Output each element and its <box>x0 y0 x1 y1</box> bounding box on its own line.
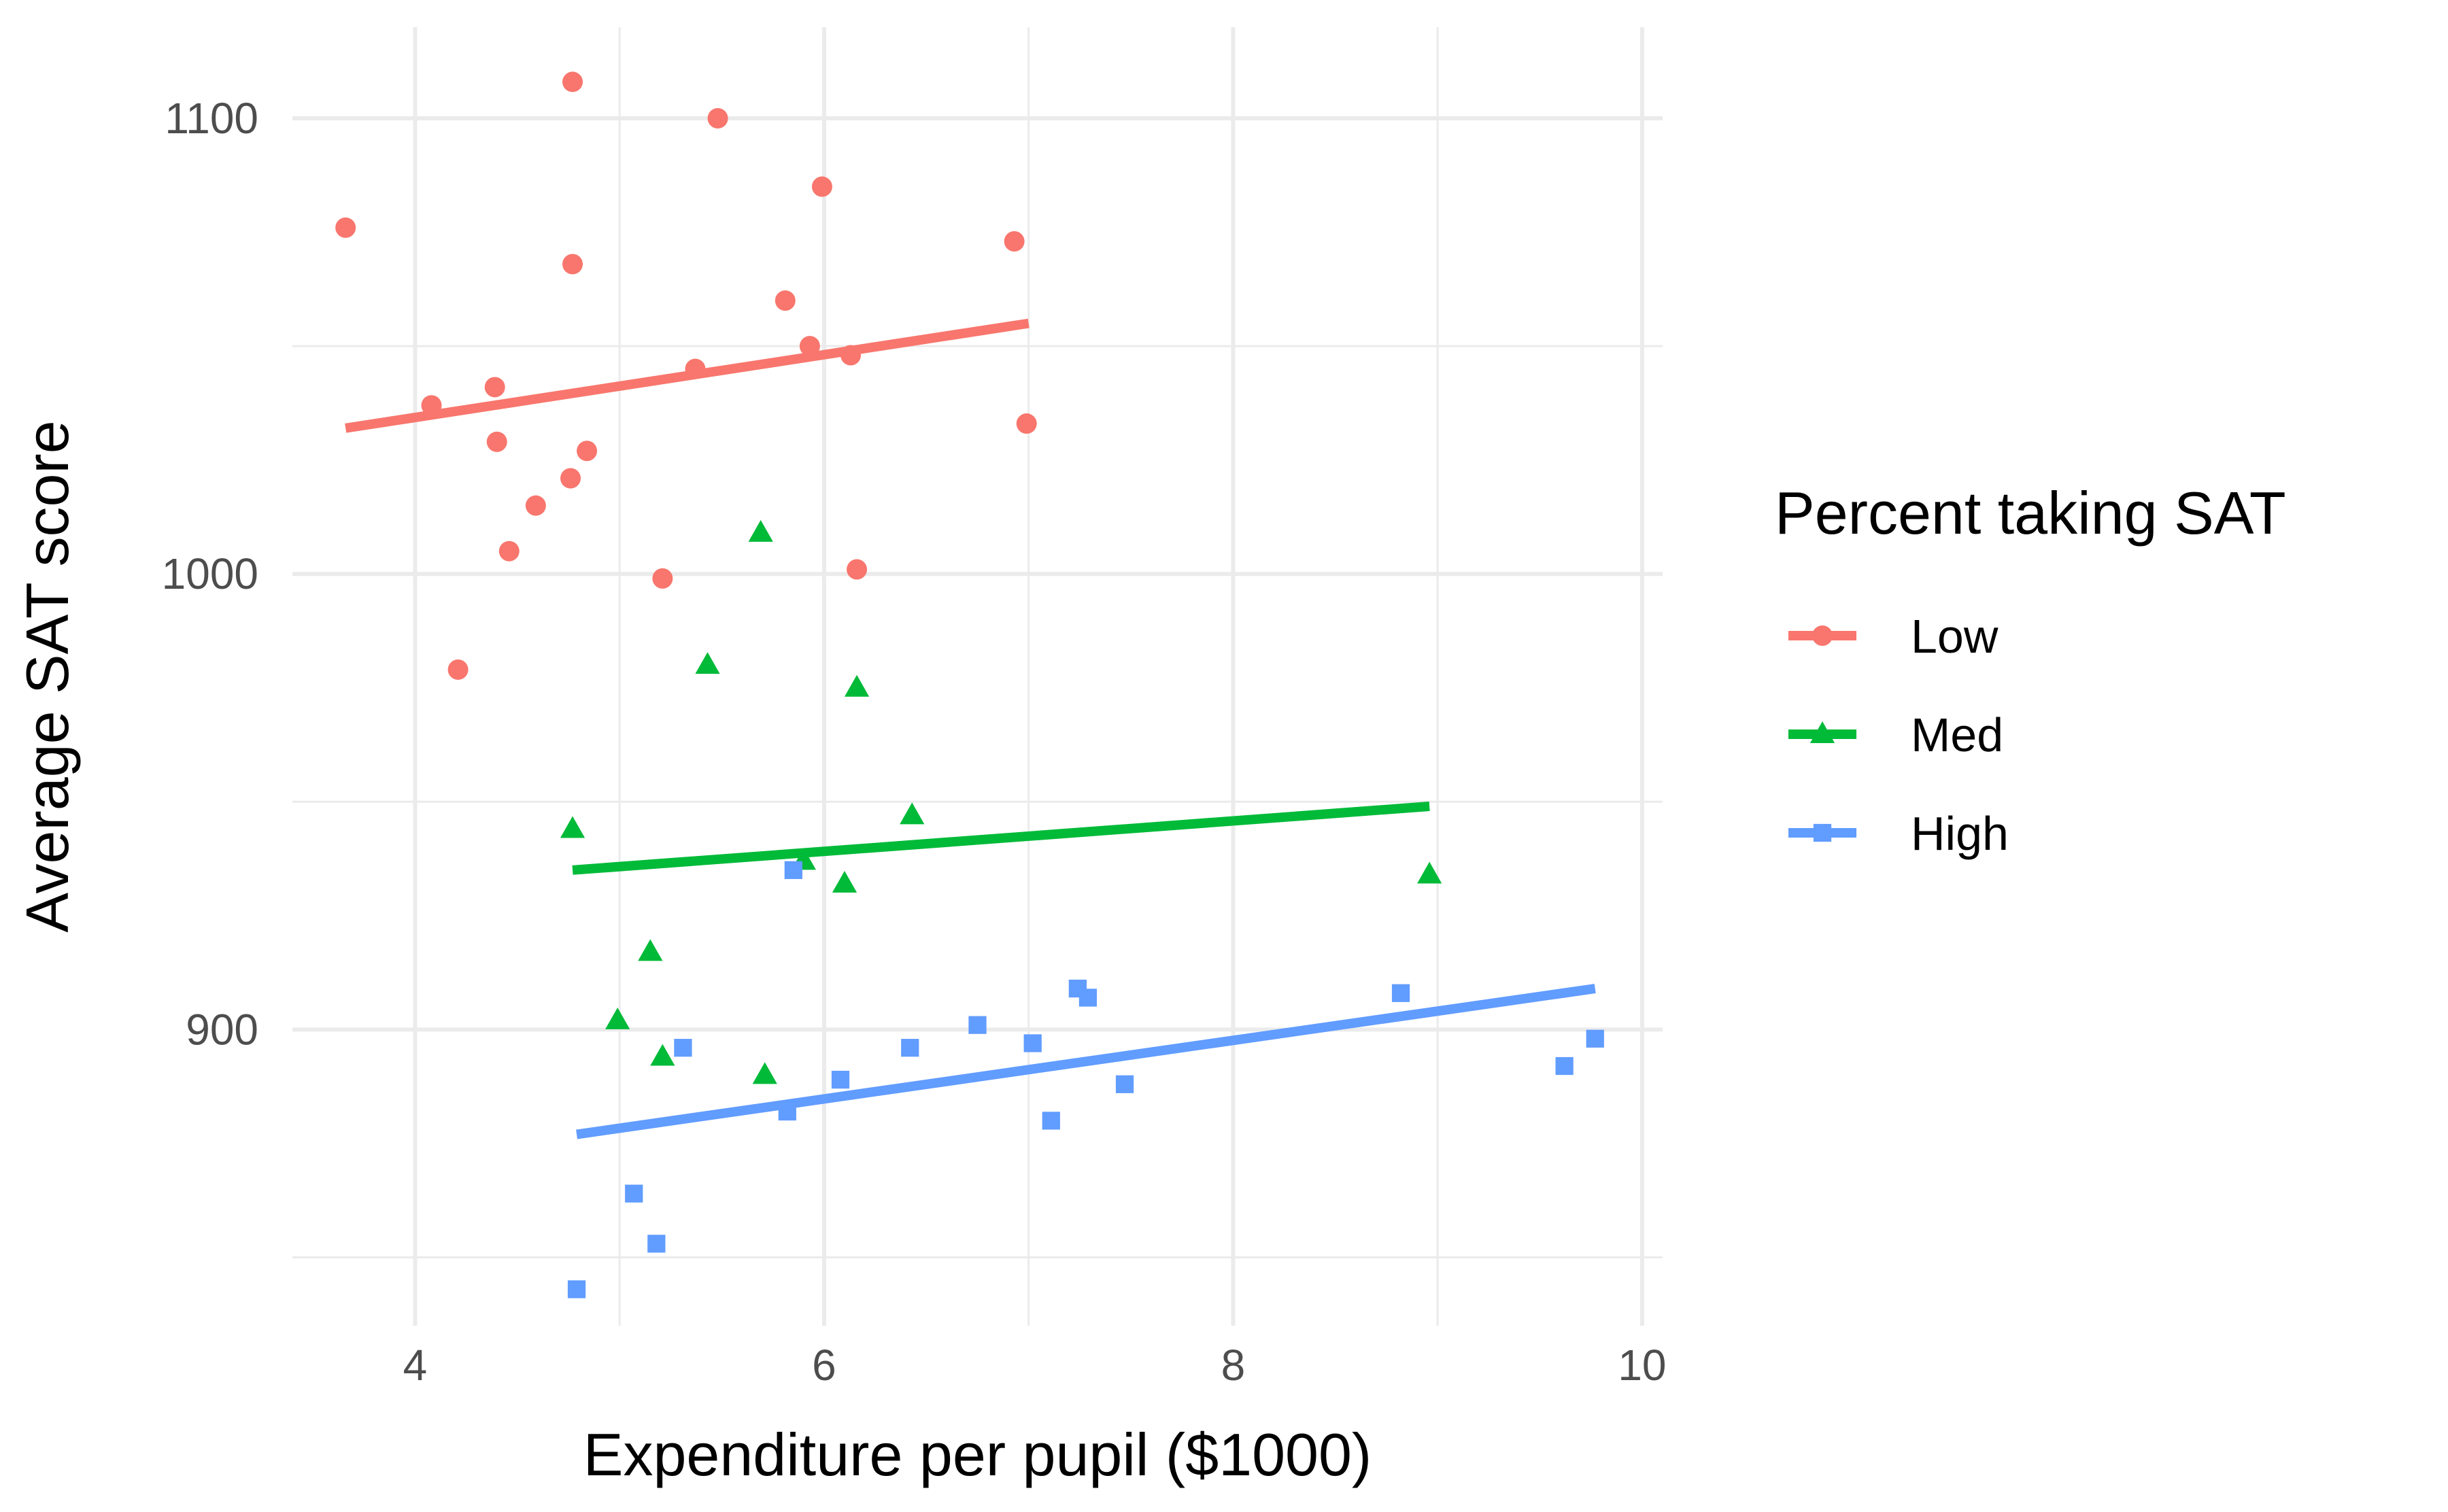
data-point-high <box>1042 1112 1060 1130</box>
data-point-low <box>652 568 673 589</box>
x-axis-title: Expenditure per pupil ($1000) <box>583 1421 1372 1488</box>
data-point-med <box>752 1062 777 1084</box>
data-point-med <box>638 939 663 961</box>
data-point-high <box>831 1070 850 1089</box>
data-point-low <box>525 495 546 516</box>
data-point-high <box>968 1016 987 1034</box>
legend-title: Percent taking SAT <box>1775 479 2286 547</box>
fit-line-low <box>345 318 1030 433</box>
data-point-low <box>840 345 862 366</box>
legend-label-med: Med <box>1911 708 2003 761</box>
legend-key-marker-med <box>1809 721 1835 743</box>
data-point-high <box>625 1184 643 1203</box>
fit-line-high <box>576 984 1596 1139</box>
y-tick-label: 900 <box>186 1005 258 1054</box>
data-point-high <box>1023 1034 1042 1052</box>
data-point-med <box>832 870 857 893</box>
data-point-high <box>567 1280 586 1299</box>
y-axis-title: Average SAT score <box>14 420 81 932</box>
data-point-low <box>1016 413 1037 434</box>
point-layer <box>335 71 1604 1299</box>
data-point-high <box>784 861 802 879</box>
data-point-high <box>1555 1056 1574 1076</box>
data-point-low <box>1004 230 1025 252</box>
data-point-high <box>1391 984 1410 1002</box>
legend-label-high: High <box>1911 807 2009 860</box>
data-point-low <box>685 358 706 379</box>
data-point-low <box>799 336 820 357</box>
data-point-low <box>447 659 469 680</box>
data-point-low <box>484 377 505 398</box>
legend: Percent taking SAT Low Med High <box>1775 479 2286 860</box>
data-point-med <box>650 1044 675 1066</box>
data-point-low <box>847 559 868 580</box>
data-point-high <box>778 1102 796 1121</box>
data-point-med <box>695 652 720 674</box>
data-point-low <box>811 176 832 197</box>
x-tick-label: 8 <box>1221 1341 1246 1390</box>
data-point-high <box>647 1235 666 1253</box>
data-point-med <box>1417 861 1442 884</box>
fit-line-med <box>572 802 1430 875</box>
data-point-med <box>844 674 870 697</box>
data-point-med <box>900 802 925 825</box>
data-point-low <box>560 468 581 489</box>
data-point-low <box>421 395 442 416</box>
data-point-low <box>562 254 583 275</box>
data-point-high <box>1586 1029 1604 1048</box>
data-point-low <box>486 431 507 452</box>
data-point-low <box>775 290 796 311</box>
data-point-high <box>901 1039 919 1057</box>
data-point-low <box>577 441 598 462</box>
y-tick-label: 1000 <box>162 549 258 598</box>
data-point-low <box>498 540 520 562</box>
y-tick-label: 1100 <box>165 94 258 143</box>
data-point-low <box>707 108 728 129</box>
data-point-med <box>605 1008 630 1029</box>
data-point-high <box>1078 989 1098 1007</box>
data-point-low <box>335 217 356 238</box>
data-point-low <box>562 71 583 92</box>
x-tick-label: 10 <box>1618 1341 1666 1390</box>
data-point-med <box>748 519 773 542</box>
data-point-high <box>1115 1075 1134 1093</box>
x-tick-label: 6 <box>812 1341 836 1390</box>
legend-key-marker-low <box>1812 625 1833 646</box>
axis-layer: 4 6 8 10 900 1000 1100 <box>162 94 1667 1390</box>
data-point-high <box>674 1039 692 1057</box>
fit-line-layer <box>345 318 1596 1139</box>
x-tick-label: 4 <box>403 1341 428 1390</box>
grid-layer <box>292 27 1663 1326</box>
legend-key-marker-high <box>1813 823 1832 842</box>
data-point-med <box>560 816 585 838</box>
legend-label-low: Low <box>1911 610 1999 663</box>
